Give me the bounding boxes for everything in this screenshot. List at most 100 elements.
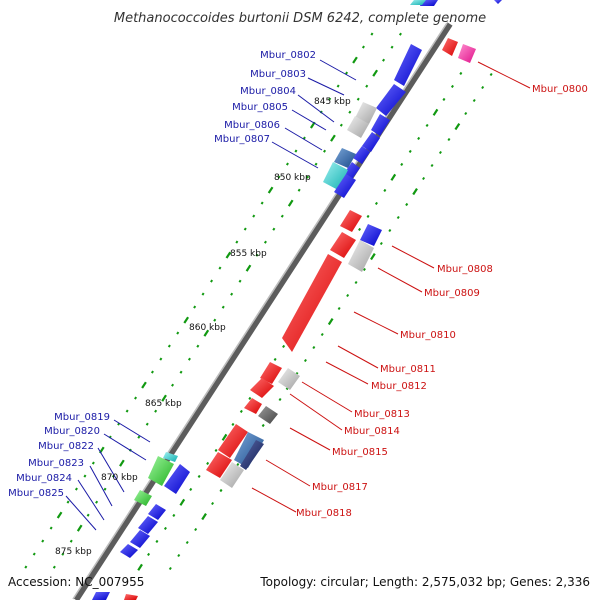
- tick-mark: [32, 552, 36, 556]
- tick-mark: [339, 123, 343, 127]
- tick-mark: [287, 199, 294, 207]
- tick-mark: [405, 202, 409, 207]
- tick-mark: [41, 539, 45, 543]
- tick-mark: [168, 566, 172, 571]
- tick-mark: [210, 279, 214, 283]
- tick-mark: [390, 45, 394, 49]
- accession-text: Accession: NC_007955: [8, 575, 144, 589]
- gene-arrow-red: [244, 398, 262, 414]
- tick-label: 845 kbp: [314, 97, 351, 107]
- tick-mark: [239, 409, 243, 413]
- gene-arrow-blue: [120, 544, 138, 558]
- tick-mark: [171, 383, 175, 387]
- tick-mark: [464, 111, 468, 116]
- tick-mark: [203, 329, 210, 337]
- tick-mark: [248, 396, 252, 400]
- gene-arrow-dark-gray: [258, 406, 278, 424]
- tick-mark: [337, 306, 341, 311]
- tick-mark: [74, 487, 78, 491]
- gene-features: [92, 0, 502, 600]
- gene-arrow-navy: [240, 440, 264, 470]
- tick-mark: [366, 214, 370, 218]
- gene-label: Mbur_0819: [54, 412, 110, 423]
- tick-mark: [408, 149, 412, 153]
- tick-mark: [137, 563, 143, 571]
- gene-arrow-blue: [376, 84, 406, 116]
- gene-label: Mbur_0817: [312, 482, 368, 493]
- tick-mark: [267, 186, 274, 194]
- tick-mark: [346, 293, 350, 298]
- tick-mark: [141, 381, 147, 389]
- tick-mark: [24, 565, 28, 569]
- tick-mark: [255, 253, 259, 257]
- gene-label: Mbur_0814: [344, 426, 400, 437]
- tick-mark: [238, 279, 242, 283]
- gene-arrow-gray: [278, 368, 300, 390]
- gene-arrow-gray: [348, 240, 374, 272]
- tick-mark: [201, 292, 205, 296]
- tick-mark: [189, 487, 193, 491]
- gene-label: Mbur_0803: [250, 69, 306, 80]
- tick-mark: [336, 84, 340, 88]
- gene-arrow-blue: [360, 224, 382, 246]
- tick-mark: [214, 448, 218, 452]
- tick-mark: [95, 500, 99, 504]
- gene-label: Mbur_0820: [44, 426, 100, 437]
- tick-mark: [330, 134, 336, 142]
- tick-mark: [489, 72, 493, 77]
- tick-mark: [263, 240, 267, 244]
- gene-arrow-steel: [334, 148, 356, 168]
- tick-mark: [432, 108, 439, 116]
- right-gene-labels: Mbur_0800 Mbur_0808 Mbur_0809 Mbur_0810 …: [296, 84, 588, 519]
- tick-mark: [225, 251, 232, 259]
- gene-arrow-red: [206, 452, 232, 478]
- tick-mark: [213, 318, 217, 322]
- tick-mark: [272, 227, 276, 231]
- tick-mark: [197, 474, 201, 478]
- map-title: Methanococcoides burtonii DSM 6242, comp…: [114, 11, 486, 26]
- tick-mark: [221, 433, 228, 441]
- gene-label: Mbur_0802: [260, 50, 316, 61]
- tick-mark: [285, 162, 289, 166]
- tick-mark: [422, 176, 426, 181]
- gene-label: Mbur_0813: [354, 409, 410, 420]
- tick-mark: [61, 552, 65, 556]
- gene-label: Mbur_0825: [8, 488, 64, 499]
- tick-mark: [83, 474, 87, 478]
- tick-label: 875 kbp: [55, 547, 92, 557]
- gene-arrow-red: [282, 254, 342, 352]
- gene-arrow-green: [134, 490, 152, 506]
- gene-arrow-blue: [494, 0, 502, 4]
- gene-label: Mbur_0824: [16, 473, 72, 484]
- tick-mark: [412, 188, 418, 196]
- tick-mark: [66, 500, 70, 504]
- tick-mark: [374, 201, 378, 205]
- tick-label: 850 kbp: [274, 173, 311, 183]
- gene-label: Mbur_0822: [38, 441, 94, 452]
- tick-mark: [328, 97, 332, 101]
- gene-arrow-cyan: [323, 162, 348, 190]
- tick-mark: [327, 318, 334, 326]
- gene-arrow-magenta: [458, 44, 476, 63]
- tick-mark: [91, 461, 95, 465]
- gene-arrow-blue: [362, 132, 380, 152]
- tick-mark: [278, 397, 282, 402]
- tick-label: 860 kbp: [189, 323, 226, 333]
- gene-arrow-blue: [92, 592, 110, 600]
- gene-arrow-green: [148, 456, 174, 486]
- left-gene-labels: Mbur_0802 Mbur_0803 Mbur_0804 Mbur_0805 …: [8, 50, 316, 499]
- tick-dot-tracks: [24, 32, 493, 571]
- gene-arrow-blue: [130, 530, 150, 548]
- tick-mark: [358, 227, 362, 231]
- tick-mark: [196, 344, 200, 348]
- tick-mark: [390, 173, 397, 181]
- tick-mark: [273, 357, 277, 361]
- tick-mark: [323, 149, 327, 153]
- tick-mark: [382, 58, 386, 62]
- gene-arrow-cyan: [410, 0, 426, 5]
- tick-mark: [352, 56, 358, 64]
- tick-mark: [354, 280, 358, 285]
- tick-mark: [252, 214, 256, 218]
- gene-arrow-blue: [138, 516, 158, 534]
- tick-mark: [379, 241, 383, 246]
